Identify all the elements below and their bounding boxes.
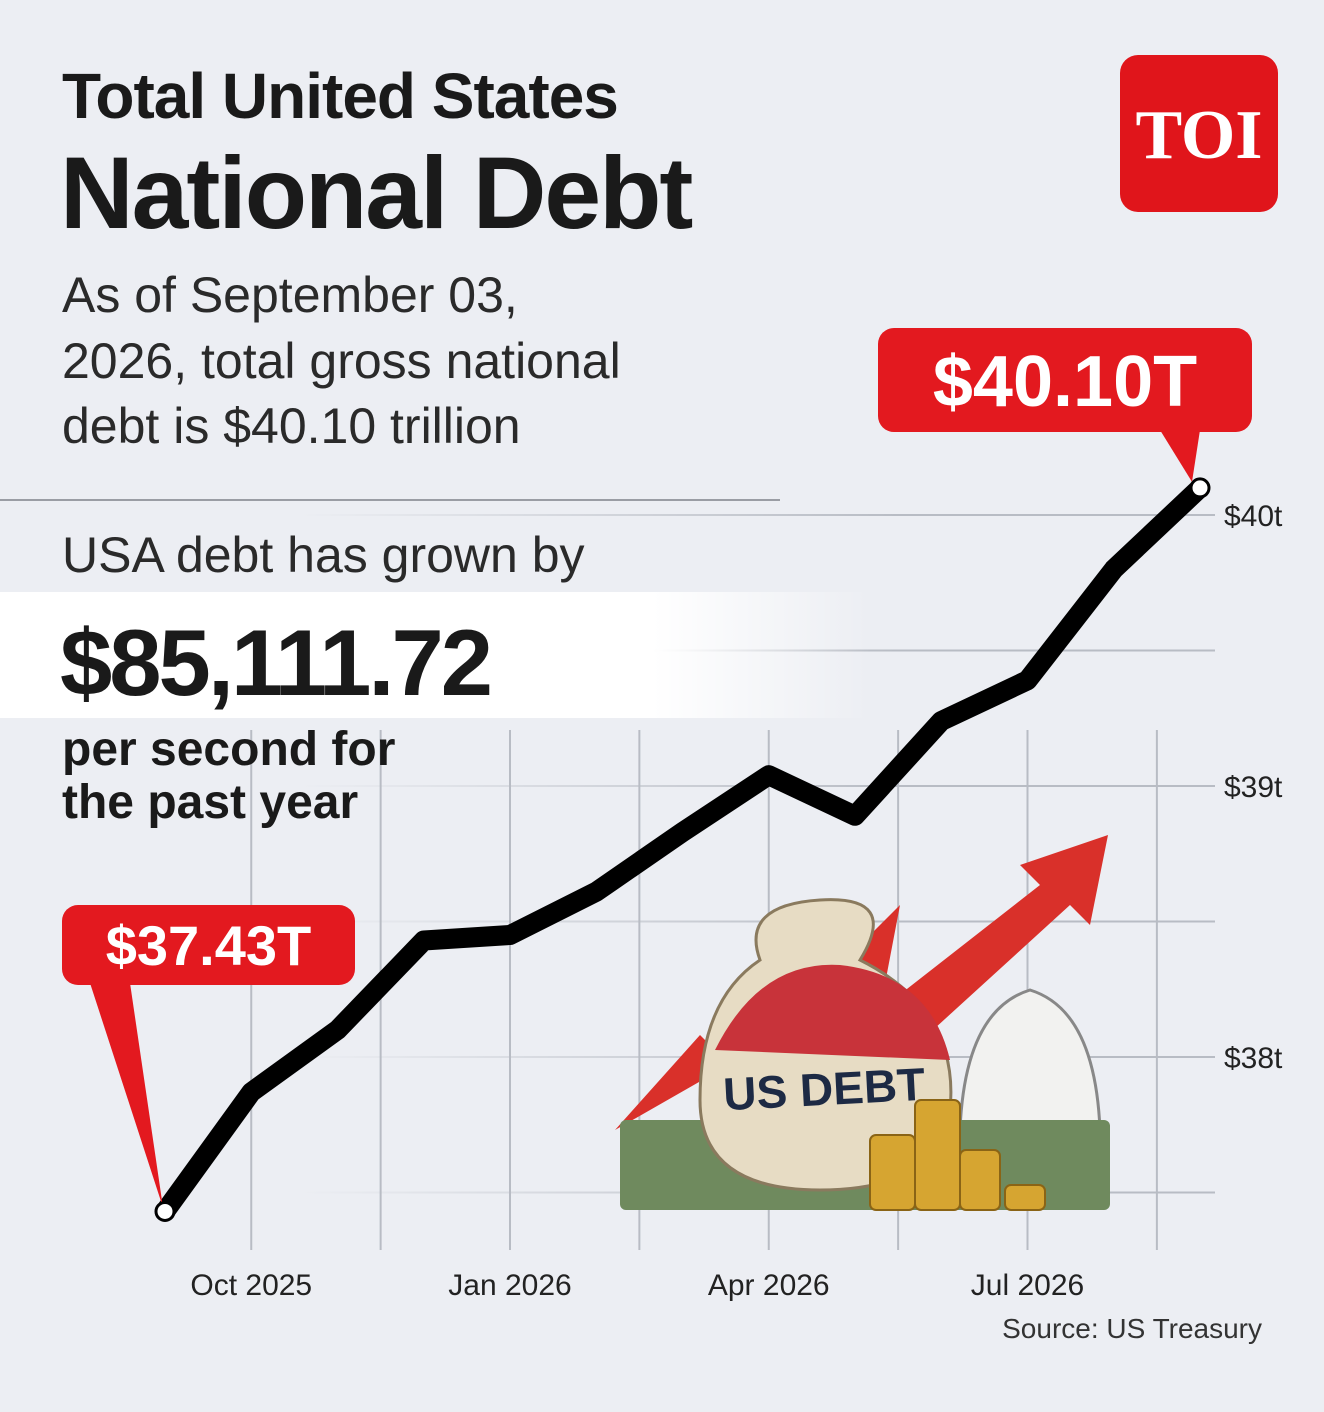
annotation-label: $40.10T [933, 342, 1197, 422]
stat-tail: the past year [62, 776, 358, 829]
annotation: $40.10T [878, 328, 1252, 482]
x-tick-label: Oct 2025 [190, 1269, 312, 1302]
capitol [958, 988, 1102, 1132]
title: Total United States [62, 60, 618, 132]
x-tick-label: Apr 2026 [708, 1269, 830, 1302]
stat-tail: per second for [62, 723, 395, 776]
end-point [154, 1200, 176, 1222]
flag [715, 964, 950, 1060]
x-tick-label: Jul 2026 [971, 1269, 1084, 1302]
subtitle: debt is $40.10 trillion [62, 398, 521, 454]
bag-label: US DEBT [722, 1058, 926, 1120]
subtitle: 2026, total gross national [62, 333, 621, 389]
logo-text: TOI [1135, 97, 1262, 174]
x-tick-label: Jan 2026 [448, 1269, 571, 1302]
logo: TOI [1120, 55, 1278, 212]
annotation-pointer [1160, 430, 1200, 482]
highlight-band [0, 592, 870, 718]
annotation-box [62, 905, 355, 985]
annotation-pointer [90, 983, 163, 1208]
annotation: $37.43T [62, 905, 355, 1208]
source: Source: US Treasury [1002, 1313, 1262, 1344]
coins [869, 1099, 1046, 1211]
logo-box [1120, 55, 1278, 212]
illustration: US DEBT [615, 835, 1110, 1211]
plot: $38t $39t $40t Oct 2025 Jan 2026 Apr 2026 Jul … [62, 328, 1283, 1302]
annotation-box [878, 328, 1252, 432]
y-tick-label: $39t [1224, 771, 1283, 804]
annotation-label: $37.43T [106, 914, 312, 977]
y-tick-label: $38t [1224, 1042, 1283, 1075]
stat-value: $85,111.72 [60, 610, 490, 715]
subtitle: As of September 03, [62, 267, 518, 323]
stat-lead: USA debt has grown by [62, 527, 585, 583]
title: National Debt [60, 136, 692, 250]
y-tick-label: $40t [1224, 500, 1283, 533]
end-point [1189, 477, 1211, 499]
debt-line [155, 477, 1210, 1222]
